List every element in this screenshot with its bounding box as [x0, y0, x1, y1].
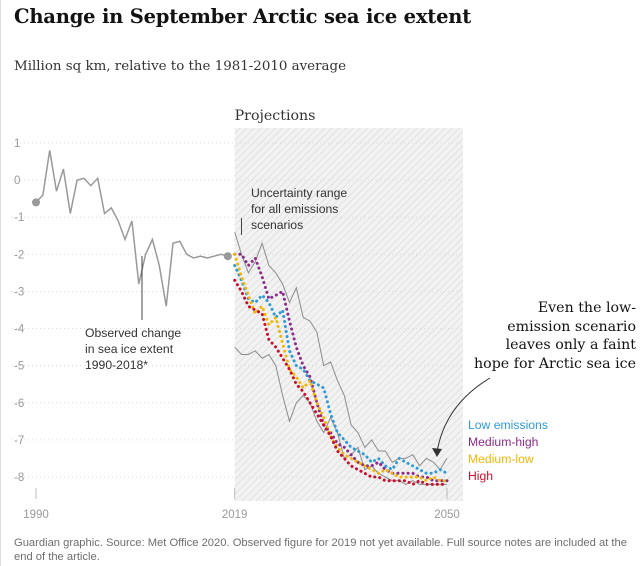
projection-region [234, 128, 463, 501]
observed-start-point [32, 198, 40, 207]
projections-label: Projections [235, 108, 316, 124]
legend-item: Low emissions [468, 418, 548, 432]
projection-background-layer: Projections [234, 108, 463, 501]
callout-line: emission scenario [507, 318, 636, 335]
observed-series-layer [32, 150, 232, 307]
x-tick-label: 2019 [222, 509, 248, 521]
uncertainty-annotation-line: Uncertainty range [251, 186, 347, 200]
uncertainty-annotation-line: scenarios [251, 218, 303, 232]
y-tick-label: -3 [14, 286, 24, 298]
legend: Low emissions Medium-high Medium-low High [468, 418, 548, 483]
uncertainty-upper-line [234, 231, 448, 471]
x-tick-label: 2050 [434, 509, 460, 521]
y-tick-label: -2 [14, 249, 24, 261]
callout-line: hope for Arctic sea ice [474, 355, 636, 372]
series-line-medium-low [233, 252, 449, 483]
y-tick-label: 0 [14, 175, 20, 187]
projection-series-layer [233, 252, 449, 487]
y-tick-label: -5 [14, 361, 24, 373]
series-line-high [233, 278, 449, 487]
y-tick-label: 1 [14, 138, 20, 150]
source-note: Guardian graphic. Source: Met Office 202… [14, 537, 627, 563]
observed-annotation-line: 1990-2018* [85, 358, 148, 372]
y-tick-label: -8 [14, 472, 24, 484]
x-tick-label: 1990 [23, 509, 49, 521]
y-tick-label: -6 [14, 398, 24, 410]
chart-subtitle: Million sq km, relative to the 1981-2010… [14, 59, 346, 74]
observed-line [35, 150, 229, 307]
callout-text: Even the low- emission scenario leaves o… [456, 299, 636, 373]
callout-line: Even the low- [537, 300, 636, 316]
observed-end-point [223, 252, 232, 261]
annotations-layer: Uncertainty range for all emissions scenar… [85, 186, 491, 457]
gridlines: 1 0 -1 -2 -3 -4 -5 -6 -7 -8 [12, 138, 463, 484]
observed-annotation-line: in sea ice extent [85, 342, 174, 356]
series-line-low-emissions [233, 264, 449, 475]
callout-arrowhead [432, 448, 442, 457]
y-tick-label: -1 [14, 212, 24, 224]
axis-ticks: 1990 2019 2050 [23, 488, 460, 521]
left-rule [0, 0, 1, 566]
observed-annotation-line: Observed change [85, 326, 181, 340]
y-tick-label: -7 [14, 435, 24, 447]
legend-item: Medium-low [468, 452, 534, 466]
legend-item: Medium-high [468, 435, 538, 449]
callout-line: leaves only a faint [505, 337, 636, 353]
legend-item: High [468, 469, 493, 483]
chart-title: Change in September Arctic sea ice exten… [14, 5, 472, 28]
y-tick-label: -4 [14, 324, 25, 336]
series-line-medium-high [233, 252, 449, 483]
callout-arrow [436, 377, 491, 453]
uncertainty-annotation-line: for all emissions [251, 202, 338, 216]
